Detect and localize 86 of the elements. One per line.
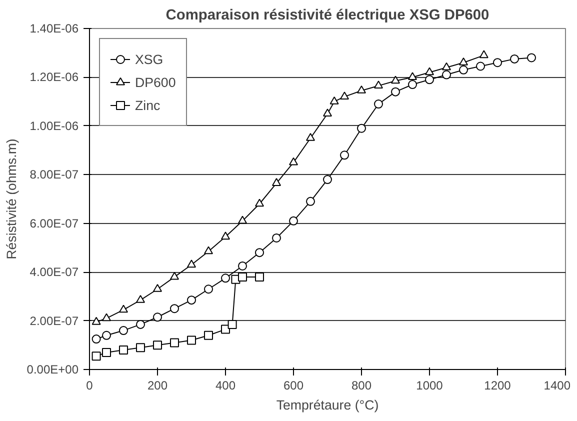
point bbox=[323, 175, 332, 184]
point bbox=[255, 248, 264, 258]
y-tick-label: 0.00E+00 bbox=[26, 362, 79, 376]
x-tick-label: 400 bbox=[215, 378, 236, 392]
point bbox=[119, 326, 128, 336]
point bbox=[357, 124, 366, 133]
x-tick-label: 200 bbox=[147, 378, 168, 392]
legend-label: XSG bbox=[135, 52, 164, 66]
x-tick-label: 1000 bbox=[416, 378, 444, 392]
point bbox=[221, 232, 230, 240]
x-axis-title: Temprétaure (°C) bbox=[276, 398, 379, 412]
point bbox=[153, 312, 162, 322]
point bbox=[493, 58, 502, 68]
point bbox=[391, 87, 400, 96]
point bbox=[357, 85, 366, 94]
point bbox=[119, 346, 128, 355]
point bbox=[289, 157, 298, 166]
point bbox=[136, 343, 145, 352]
point bbox=[330, 96, 339, 104]
x-tick-label: 0 bbox=[86, 378, 94, 392]
point bbox=[340, 150, 349, 160]
point bbox=[153, 284, 162, 292]
point bbox=[306, 196, 315, 206]
legend-label: DP600 bbox=[135, 74, 176, 90]
point bbox=[221, 274, 230, 283]
chart-title: Comparaison résistivité électrique XSG DP600 bbox=[166, 8, 490, 24]
point bbox=[153, 340, 162, 350]
point bbox=[204, 330, 213, 340]
point bbox=[170, 338, 179, 348]
y-tick-label: 1.20E-06 bbox=[30, 70, 79, 84]
point bbox=[204, 246, 213, 254]
point bbox=[187, 260, 196, 268]
point bbox=[187, 296, 196, 305]
point bbox=[459, 65, 468, 74]
point bbox=[102, 348, 111, 357]
x-tick-label: 1400 bbox=[544, 378, 571, 392]
point bbox=[92, 334, 101, 344]
point bbox=[425, 67, 434, 76]
point bbox=[408, 80, 417, 90]
y-tick-label: 1.00E-06 bbox=[30, 118, 79, 133]
y-tick-label: 1.40E-06 bbox=[30, 22, 79, 36]
point bbox=[238, 216, 247, 224]
point bbox=[255, 272, 264, 282]
point bbox=[136, 320, 145, 329]
point bbox=[204, 284, 213, 294]
point bbox=[102, 313, 111, 322]
point bbox=[187, 336, 196, 345]
y-axis-title: Résistivité (ohms.m) bbox=[4, 138, 19, 260]
point bbox=[527, 53, 536, 62]
point bbox=[479, 50, 488, 58]
point bbox=[170, 272, 179, 280]
point bbox=[459, 57, 468, 66]
point bbox=[391, 76, 400, 84]
point bbox=[289, 216, 298, 226]
point bbox=[442, 62, 451, 70]
point bbox=[255, 198, 264, 207]
point bbox=[306, 132, 315, 141]
y-tick-label: 4.00E-07 bbox=[30, 265, 79, 280]
point bbox=[272, 233, 281, 242]
point bbox=[340, 92, 349, 100]
y-tick-label: 8.00E-07 bbox=[30, 168, 79, 182]
y-tick-label: 6.00E-07 bbox=[30, 216, 79, 230]
point bbox=[272, 178, 281, 186]
y-tick-label: 2.00E-07 bbox=[30, 314, 79, 328]
legend-label: Zinc bbox=[135, 98, 160, 112]
x-tick-label: 600 bbox=[283, 378, 304, 392]
point bbox=[119, 304, 128, 313]
point bbox=[238, 272, 247, 282]
point bbox=[323, 108, 332, 117]
point bbox=[425, 75, 434, 84]
point bbox=[136, 294, 145, 303]
point bbox=[102, 330, 111, 340]
x-tick-label: 800 bbox=[351, 378, 372, 392]
point bbox=[408, 72, 417, 80]
point bbox=[374, 80, 383, 89]
point bbox=[442, 70, 451, 80]
point bbox=[92, 316, 101, 325]
point bbox=[238, 261, 247, 270]
point bbox=[221, 324, 230, 334]
point bbox=[170, 304, 179, 314]
point bbox=[92, 352, 101, 361]
point bbox=[476, 62, 485, 71]
point bbox=[510, 54, 519, 64]
point bbox=[228, 320, 237, 329]
point bbox=[374, 100, 383, 108]
x-tick-label: 1200 bbox=[484, 378, 512, 392]
